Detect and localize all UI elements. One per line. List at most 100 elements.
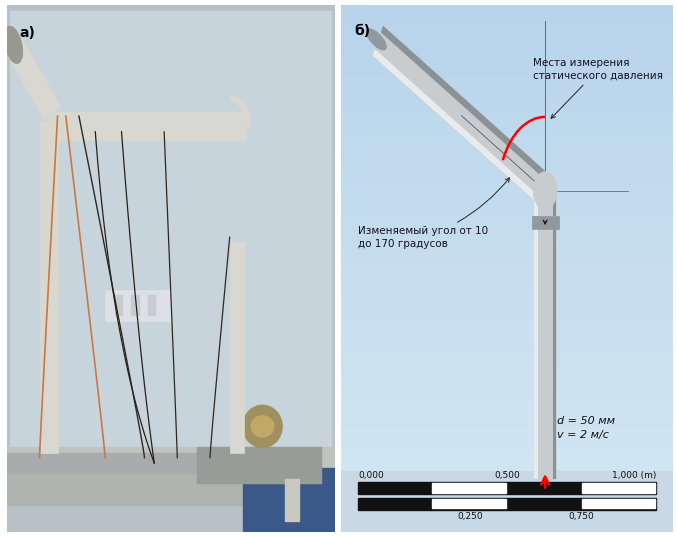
Bar — [341, 64, 673, 69]
Bar — [341, 191, 673, 195]
Bar — [341, 227, 673, 230]
Bar — [341, 92, 673, 96]
Bar — [341, 294, 673, 297]
Bar — [341, 159, 673, 163]
Bar — [532, 216, 558, 229]
Bar — [341, 270, 673, 274]
Bar — [341, 380, 673, 384]
Ellipse shape — [366, 28, 387, 50]
Polygon shape — [381, 26, 550, 182]
Bar — [341, 452, 673, 455]
Bar — [341, 155, 673, 159]
Bar — [341, 424, 673, 427]
Bar — [341, 376, 673, 380]
Bar — [341, 5, 673, 9]
Polygon shape — [372, 26, 550, 206]
Polygon shape — [372, 49, 542, 206]
Text: 1,000 (m): 1,000 (m) — [612, 471, 656, 480]
Bar — [534, 198, 538, 216]
Bar — [341, 439, 673, 444]
Bar — [341, 124, 673, 128]
Bar — [341, 9, 673, 13]
Bar — [341, 392, 673, 396]
Bar — [341, 432, 673, 436]
Bar — [341, 57, 673, 61]
Bar — [341, 120, 673, 124]
Bar — [341, 222, 673, 227]
Bar — [341, 357, 673, 361]
Bar — [341, 400, 673, 404]
Bar — [115, 295, 123, 316]
Bar — [341, 25, 673, 29]
Bar — [341, 266, 673, 270]
Text: 0,000: 0,000 — [358, 471, 384, 480]
Bar — [341, 17, 673, 21]
Bar — [341, 148, 673, 151]
Bar — [341, 250, 673, 254]
Bar — [341, 151, 673, 155]
Bar — [341, 234, 673, 238]
Bar — [341, 219, 673, 222]
Bar — [49, 112, 246, 140]
Bar — [341, 72, 673, 76]
Bar — [358, 482, 656, 494]
Bar — [243, 468, 335, 532]
Bar — [341, 179, 673, 183]
Bar — [341, 455, 673, 459]
Bar — [341, 163, 673, 167]
Text: Изменяемый угол от 10
до 170 градусов: Изменяемый угол от 10 до 170 градусов — [358, 178, 510, 249]
Bar — [341, 167, 673, 171]
Bar — [341, 317, 673, 321]
Bar — [341, 238, 673, 242]
Bar — [341, 246, 673, 250]
Bar — [341, 69, 673, 72]
Bar — [7, 453, 197, 474]
Ellipse shape — [243, 405, 282, 447]
Bar — [341, 100, 673, 104]
Bar — [341, 365, 673, 368]
Bar — [341, 96, 673, 100]
Bar — [341, 313, 673, 317]
Bar — [341, 175, 673, 179]
Ellipse shape — [251, 416, 274, 437]
Bar — [341, 361, 673, 365]
Text: 0,250: 0,250 — [457, 512, 483, 521]
Bar — [341, 81, 673, 84]
Bar — [341, 384, 673, 388]
Bar — [341, 444, 673, 447]
Bar — [341, 337, 673, 341]
Bar — [534, 229, 556, 479]
Bar — [341, 459, 673, 463]
Bar — [10, 11, 331, 463]
Bar — [341, 349, 673, 353]
Bar — [341, 140, 673, 143]
Bar — [341, 471, 673, 532]
Bar — [341, 207, 673, 211]
Polygon shape — [5, 38, 60, 120]
Bar — [341, 132, 673, 136]
Bar — [534, 229, 538, 479]
Bar — [341, 41, 673, 45]
Bar — [341, 467, 673, 471]
Bar — [341, 195, 673, 199]
Bar — [341, 136, 673, 140]
Bar — [581, 483, 656, 492]
Bar — [341, 33, 673, 37]
Bar — [341, 281, 673, 286]
Bar — [341, 396, 673, 400]
Bar — [341, 211, 673, 215]
Bar — [341, 412, 673, 416]
Bar — [341, 76, 673, 81]
Bar — [341, 88, 673, 92]
Bar — [341, 53, 673, 57]
Bar — [341, 49, 673, 53]
Text: d = 50 мм
v = 2 м/с: d = 50 мм v = 2 м/с — [557, 416, 614, 440]
Bar — [148, 295, 156, 316]
Ellipse shape — [4, 26, 23, 63]
Bar — [341, 258, 673, 262]
Bar — [341, 447, 673, 452]
Text: 0,750: 0,750 — [569, 512, 594, 521]
Bar — [341, 388, 673, 392]
Bar — [341, 183, 673, 187]
Bar — [341, 416, 673, 420]
